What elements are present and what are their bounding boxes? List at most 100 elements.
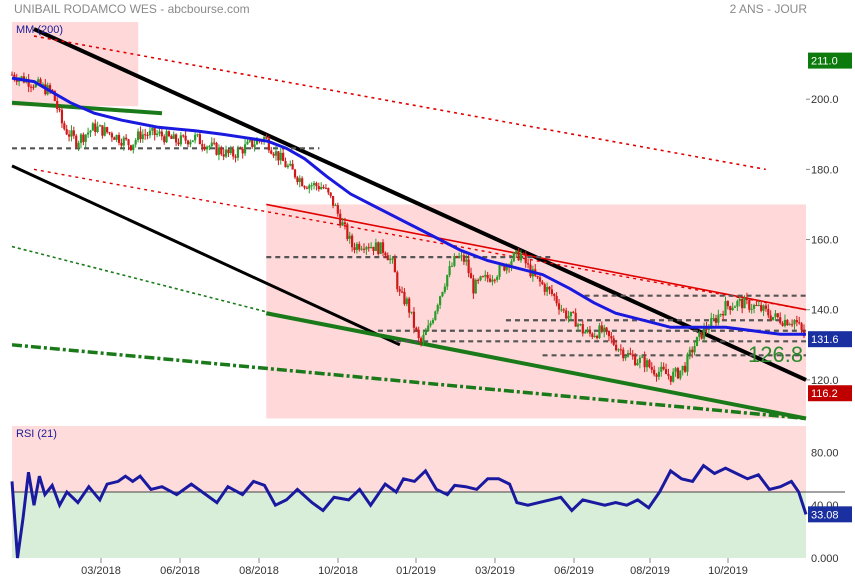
x-tick-label: 08/2018 [239, 565, 279, 577]
candle-body [220, 147, 223, 155]
candle-body [424, 331, 427, 335]
candle-body [186, 140, 190, 145]
candle-body [748, 300, 751, 310]
candle-body [664, 369, 668, 375]
candle-body [657, 371, 661, 377]
candle-body [213, 142, 216, 144]
chart-title: UNIBAIL RODAMCO WES - abcbourse.com [14, 2, 250, 16]
y-tick-label: 160.0 [811, 235, 839, 247]
x-tick-label: 03/2019 [475, 565, 515, 577]
candle-body [272, 153, 275, 156]
candle-body [179, 135, 182, 145]
candles [10, 71, 806, 385]
candle-body [291, 163, 294, 170]
candle-body [58, 109, 61, 111]
rsi-tick-label: 80.00 [811, 447, 839, 459]
candle-body [543, 284, 546, 292]
candle-body [493, 279, 496, 281]
candle-body [650, 367, 653, 370]
candle-body [236, 148, 240, 158]
candle-body [762, 305, 765, 311]
candle-body [714, 318, 718, 323]
rsi-legend-label: RSI (21) [16, 428, 57, 440]
candle-body [63, 123, 66, 130]
candle-body [660, 366, 663, 372]
x-tick-label: 10/2018 [318, 565, 358, 577]
candle-body [764, 305, 768, 309]
candle-body [284, 161, 287, 168]
candle-body [548, 286, 551, 290]
candle-body [757, 305, 760, 307]
candle-body [474, 279, 477, 294]
candle-body [13, 74, 16, 79]
candle-body [576, 324, 580, 327]
candle-body [20, 76, 23, 79]
candle-body [645, 360, 649, 368]
period-label: 2 ANS - JOUR [729, 2, 807, 16]
candle-body [403, 291, 406, 305]
candle-body [431, 319, 435, 324]
candle-body [208, 146, 211, 148]
candle-body [648, 360, 651, 368]
zone-2 [266, 204, 806, 419]
candle-body [77, 142, 80, 148]
candle-body [700, 331, 703, 339]
candle-body [139, 131, 142, 140]
candle-body [641, 356, 644, 358]
candle-body [10, 74, 14, 76]
candle-body [496, 276, 499, 280]
candle-body [155, 133, 159, 136]
candle-body [538, 277, 542, 282]
candle-body [686, 354, 689, 372]
candle-body [638, 357, 641, 364]
candle-body [617, 349, 620, 351]
candle-body [698, 331, 701, 337]
candle-body [182, 135, 185, 137]
candle-body [172, 134, 175, 139]
candle-body [593, 335, 596, 337]
badge-high: 211.0 [811, 56, 838, 68]
candle-body [510, 261, 513, 268]
candle-body [605, 327, 608, 331]
candle-body [270, 150, 273, 154]
badge-high-bg [808, 52, 852, 69]
candle-body [710, 318, 713, 329]
candle-body [722, 314, 725, 316]
badge-last: 131.6 [811, 334, 839, 346]
candle-body [724, 301, 727, 316]
candle-body [771, 316, 775, 320]
candle-body [405, 298, 408, 305]
candle-body [346, 224, 349, 239]
zone-1 [12, 22, 139, 107]
candle-body [693, 346, 696, 353]
candle-body [234, 156, 237, 158]
candle-body [98, 125, 102, 127]
rsi-tick-label: 0.000 [811, 553, 839, 565]
candle-body [329, 192, 332, 196]
candle-body [110, 133, 113, 138]
candle-body [146, 134, 149, 136]
candle-body [410, 311, 413, 313]
candle-body [591, 333, 594, 337]
candle-body [479, 276, 482, 281]
candle-body [196, 134, 199, 136]
candle-body [370, 246, 373, 249]
candle-body [265, 137, 268, 139]
candle-body [367, 247, 370, 249]
candle-body [767, 308, 770, 316]
candle-body [717, 314, 720, 323]
candle-body [769, 315, 772, 320]
x-tick-label: 08/2019 [630, 565, 670, 577]
candle-body [477, 279, 480, 281]
candle-body [125, 137, 128, 140]
candle-body [755, 304, 758, 306]
candle-body [246, 141, 249, 145]
candle-body [626, 353, 630, 357]
candle-body [75, 135, 78, 148]
candle-body [165, 131, 168, 143]
candle-body [422, 334, 425, 342]
candle-body [177, 142, 180, 145]
candle-body [381, 242, 385, 253]
candle-body [358, 243, 361, 250]
candle-body [274, 151, 278, 156]
